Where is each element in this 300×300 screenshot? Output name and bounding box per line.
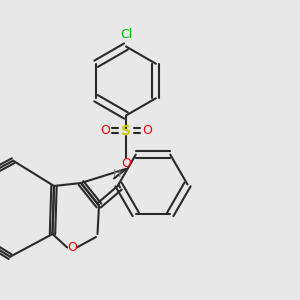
- Text: O: O: [121, 157, 131, 170]
- Text: O: O: [67, 241, 77, 254]
- Text: O: O: [100, 124, 110, 137]
- Text: O: O: [142, 124, 152, 137]
- Text: S: S: [121, 124, 131, 137]
- Text: H: H: [113, 169, 121, 178]
- Text: Cl: Cl: [120, 28, 132, 40]
